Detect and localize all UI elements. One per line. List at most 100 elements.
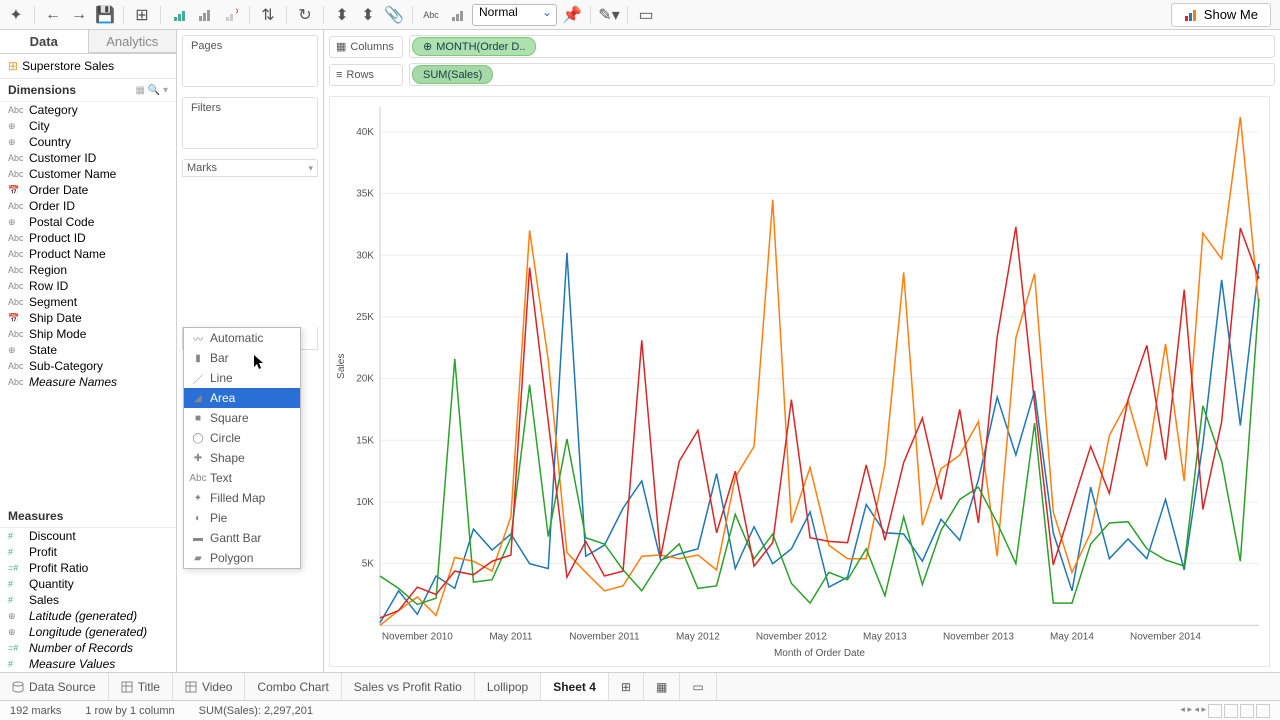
new-story-button[interactable]: ▭ xyxy=(680,673,716,700)
toolbar: ✦ ← → 💾 ⊞ ✕ ⇅ ↻ ⬍ ⬍ 📎 Abc Normal⌄ 📌 ✎▾ ▭… xyxy=(0,0,1280,30)
new-worksheet-icon[interactable] xyxy=(168,4,190,26)
dimension-field[interactable]: ⊕Postal Code xyxy=(0,214,176,230)
dimension-field[interactable]: 📅Ship Date xyxy=(0,310,176,326)
svg-text:15K: 15K xyxy=(356,435,374,446)
refresh-icon[interactable]: ↻ xyxy=(294,4,316,26)
sheet-tab[interactable]: Video xyxy=(173,673,245,700)
svg-text:May 2012: May 2012 xyxy=(676,632,720,643)
columns-icon: ▦ xyxy=(336,40,346,53)
sort-asc-icon[interactable]: ⬍ xyxy=(331,4,353,26)
view-toggles[interactable]: ◂ ▸ ◂ ▸ xyxy=(1180,704,1270,718)
measure-field[interactable]: #Measure Values xyxy=(0,656,176,672)
group-icon[interactable]: 📎 xyxy=(383,4,405,26)
mark-type-dropdown: 〰Automatic▮Bar／Line◢Area■Square◯Circle✚S… xyxy=(183,327,301,569)
status-layout: 1 row by 1 column xyxy=(85,705,174,717)
tab-analytics[interactable]: Analytics xyxy=(89,30,177,53)
mark-type-option[interactable]: ／Line xyxy=(184,368,300,388)
back-icon[interactable]: ← xyxy=(42,4,64,26)
mark-type-option[interactable]: ✦Filled Map xyxy=(184,488,300,508)
svg-text:May 2011: May 2011 xyxy=(489,632,532,643)
dimension-field[interactable]: AbcSegment xyxy=(0,294,176,310)
mark-type-option[interactable]: ▬Gantt Bar xyxy=(184,528,300,548)
dimension-field[interactable]: AbcMeasure Names xyxy=(0,374,176,390)
aggregate-icon[interactable] xyxy=(446,4,468,26)
measure-field[interactable]: #Discount xyxy=(0,528,176,544)
dimension-field[interactable]: AbcShip Mode xyxy=(0,326,176,342)
mark-type-option[interactable]: AbcText xyxy=(184,468,300,488)
sort-desc-icon[interactable]: ⬍ xyxy=(357,4,379,26)
sheet-tab[interactable]: Data Source xyxy=(0,673,109,700)
rows-shelf[interactable]: ≡Rows SUM(Sales) xyxy=(329,63,1275,86)
rows-pill[interactable]: SUM(Sales) xyxy=(412,65,493,84)
measure-field[interactable]: #Profit xyxy=(0,544,176,560)
dimensions-list: AbcCategory⊕City⊕CountryAbcCustomer IDAb… xyxy=(0,102,176,505)
swap-icon[interactable]: ⇅ xyxy=(257,4,279,26)
sheet-tab[interactable]: Combo Chart xyxy=(245,673,341,700)
datasource-icon: ⊞ xyxy=(8,59,18,73)
mark-type-option[interactable]: ■Square xyxy=(184,408,300,428)
new-dashboard-button[interactable]: ▦ xyxy=(644,673,680,700)
sheet-tab[interactable]: Title xyxy=(109,673,173,700)
mark-type-option[interactable]: ✚Shape xyxy=(184,448,300,468)
dimension-field[interactable]: ⊕Country xyxy=(0,134,176,150)
marks-card: Marks ▾ 〰Automatic▮Bar／Line◢Area■Square◯… xyxy=(182,159,318,350)
status-bar: 192 marks 1 row by 1 column SUM(Sales): … xyxy=(0,700,1280,720)
mark-type-option[interactable]: ◐Pie xyxy=(184,508,300,528)
marks-collapse-icon[interactable]: ▾ xyxy=(308,163,313,174)
datasource-row[interactable]: ⊞ Superstore Sales xyxy=(0,54,176,79)
sheet-tab[interactable]: Sales vs Profit Ratio xyxy=(342,673,475,700)
show-me-button[interactable]: Show Me xyxy=(1171,3,1271,27)
mark-type-option[interactable]: ▰Polygon xyxy=(184,548,300,568)
svg-text:20K: 20K xyxy=(356,374,374,385)
svg-text:Sales: Sales xyxy=(336,354,347,379)
mark-type-option[interactable]: ▮Bar xyxy=(184,348,300,368)
pages-shelf[interactable]: Pages xyxy=(182,35,318,87)
svg-text:25K: 25K xyxy=(356,312,374,323)
dimension-field[interactable]: AbcSub-Category xyxy=(0,358,176,374)
dimension-field[interactable]: AbcCategory xyxy=(0,102,176,118)
svg-text:✕: ✕ xyxy=(235,8,238,16)
sheet-tab[interactable]: Lollipop xyxy=(475,673,541,700)
measure-field[interactable]: ⊕Latitude (generated) xyxy=(0,608,176,624)
measure-field[interactable]: =#Profit Ratio xyxy=(0,560,176,576)
dimension-field[interactable]: AbcCustomer ID xyxy=(0,150,176,166)
save-icon[interactable]: 💾 xyxy=(94,4,116,26)
filters-shelf[interactable]: Filters xyxy=(182,97,318,149)
labels-icon[interactable]: Abc xyxy=(420,4,442,26)
new-datasource-icon[interactable]: ⊞ xyxy=(131,4,153,26)
pin-icon[interactable]: 📌 xyxy=(561,4,583,26)
dimension-field[interactable]: ⊕State xyxy=(0,342,176,358)
columns-shelf[interactable]: ▦Columns ⊕MONTH(Order D.. xyxy=(329,35,1275,58)
presentation-icon[interactable]: ▭ xyxy=(635,4,657,26)
svg-text:November 2014: November 2014 xyxy=(1130,632,1201,643)
dimension-field[interactable]: AbcCustomer Name xyxy=(0,166,176,182)
highlight-icon[interactable]: ✎▾ xyxy=(598,4,620,26)
dimension-field[interactable]: AbcOrder ID xyxy=(0,198,176,214)
duplicate-sheet-icon[interactable] xyxy=(194,4,216,26)
measure-field[interactable]: =#Number of Records xyxy=(0,640,176,656)
measure-field[interactable]: ⊕Longitude (generated) xyxy=(0,624,176,640)
dimension-field[interactable]: AbcRegion xyxy=(0,262,176,278)
chart[interactable]: 5K10K15K20K25K30K35K40KSalesNovember 201… xyxy=(329,96,1270,667)
measure-field[interactable]: #Sales xyxy=(0,592,176,608)
tableau-logo-icon[interactable]: ✦ xyxy=(5,4,27,26)
dimension-field[interactable]: AbcProduct ID xyxy=(0,230,176,246)
measure-field[interactable]: #Quantity xyxy=(0,576,176,592)
dimension-field[interactable]: 📅Order Date xyxy=(0,182,176,198)
columns-pill[interactable]: ⊕MONTH(Order D.. xyxy=(412,37,536,56)
mark-type-option[interactable]: ◯Circle xyxy=(184,428,300,448)
clear-sheet-icon[interactable]: ✕ xyxy=(220,4,242,26)
dimensions-header: Dimensions ▦ 🔍 ▾ xyxy=(0,79,176,102)
mark-type-option[interactable]: 〰Automatic xyxy=(184,328,300,348)
mark-type-option[interactable]: ◢Area xyxy=(184,388,300,408)
data-panel: Data Analytics ⊞ Superstore Sales Dimens… xyxy=(0,30,177,672)
sheet-tab[interactable]: Sheet 4 xyxy=(541,673,609,700)
svg-text:10K: 10K xyxy=(356,497,374,508)
dimension-field[interactable]: AbcProduct Name xyxy=(0,246,176,262)
fit-selector[interactable]: Normal⌄ xyxy=(472,4,557,26)
tab-data[interactable]: Data xyxy=(0,30,89,53)
dimension-field[interactable]: AbcRow ID xyxy=(0,278,176,294)
dimension-field[interactable]: ⊕City xyxy=(0,118,176,134)
forward-icon[interactable]: → xyxy=(68,4,90,26)
new-sheet-button[interactable]: ⊞ xyxy=(609,673,644,700)
